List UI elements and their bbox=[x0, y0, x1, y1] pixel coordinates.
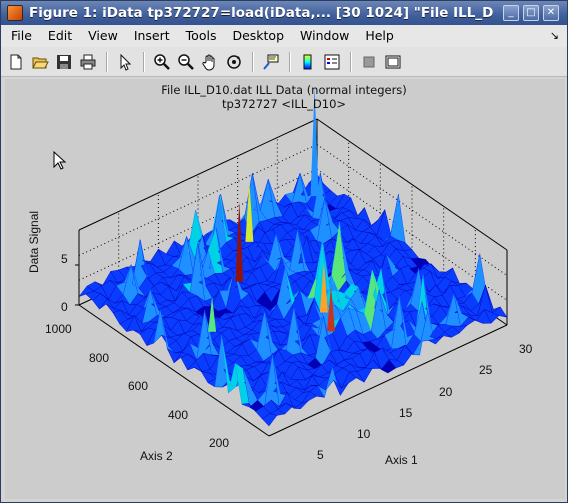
insert-colorbar-button[interactable] bbox=[297, 51, 319, 73]
folder-open-icon bbox=[32, 57, 49, 68]
window-title: Figure 1: iData tp372727=load(iData,... … bbox=[29, 5, 494, 21]
insert-legend-button[interactable] bbox=[321, 51, 343, 73]
arrow-pointer-icon bbox=[120, 53, 132, 71]
hide-plot-tools-button[interactable] bbox=[358, 51, 380, 73]
legend-icon bbox=[324, 54, 340, 69]
surface-spike bbox=[319, 262, 328, 313]
colorbar-icon bbox=[303, 54, 312, 69]
surface-patch bbox=[491, 306, 508, 318]
axis1-tick: 25 bbox=[479, 363, 493, 377]
close-button[interactable]: ✕ bbox=[543, 5, 559, 21]
minimize-icon: _ bbox=[508, 7, 514, 18]
axis2-tick: 800 bbox=[89, 351, 110, 365]
axis1-tick: 10 bbox=[357, 427, 371, 441]
data-cursor-icon bbox=[263, 54, 279, 70]
toolbar-separator bbox=[289, 51, 290, 72]
axis2-tick: 1000 bbox=[45, 322, 72, 336]
zoom-out-icon bbox=[178, 53, 194, 70]
hide-plot-tools-icon bbox=[363, 56, 375, 67]
menu-desktop[interactable]: Desktop bbox=[232, 28, 285, 43]
rotate-3d-button[interactable] bbox=[223, 51, 245, 73]
hand-icon bbox=[202, 54, 215, 71]
toolbar-separator bbox=[106, 51, 107, 72]
maximize-icon: □ bbox=[526, 7, 536, 18]
menu-insert[interactable]: Insert bbox=[133, 28, 170, 43]
axis2-tick: 400 bbox=[168, 408, 189, 422]
surface-plot[interactable] bbox=[1, 79, 567, 499]
data-cursor-button[interactable] bbox=[260, 51, 282, 73]
printer-icon bbox=[80, 54, 96, 69]
plot-title-line2: tp372727 <ILL_D10> bbox=[221, 97, 347, 111]
plot-title-line1: File ILL_D10.dat ILL Data (normal intege… bbox=[161, 83, 407, 97]
menu-view[interactable]: View bbox=[88, 28, 118, 43]
surface-spike bbox=[245, 181, 254, 242]
close-icon: ✕ bbox=[546, 7, 556, 18]
matlab-icon bbox=[7, 5, 23, 21]
zoom-out-button[interactable] bbox=[175, 51, 197, 73]
menu-file[interactable]: File bbox=[11, 28, 32, 43]
figure-toolbar bbox=[1, 47, 567, 77]
surface-spike bbox=[327, 286, 335, 332]
maximize-button[interactable]: □ bbox=[523, 5, 539, 21]
open-file-button[interactable] bbox=[29, 51, 51, 73]
menu-edit[interactable]: Edit bbox=[47, 28, 73, 43]
x-axis-label: Axis 1 bbox=[385, 453, 418, 467]
zoom-in-icon bbox=[154, 53, 170, 70]
menu-window[interactable]: Window bbox=[300, 28, 350, 43]
save-figure-button[interactable] bbox=[53, 51, 75, 73]
z-tick: 5 bbox=[61, 252, 68, 266]
axis1-tick: 20 bbox=[439, 385, 453, 399]
z-axis-label: Data Signal bbox=[27, 210, 41, 273]
new-file-icon bbox=[10, 54, 22, 69]
print-figure-button[interactable] bbox=[77, 51, 99, 73]
mouse-pointer-icon bbox=[53, 150, 67, 175]
menu-tools[interactable]: Tools bbox=[185, 28, 217, 43]
axis1-tick: 5 bbox=[317, 448, 324, 462]
surface-patch bbox=[390, 194, 406, 243]
show-plot-tools-button[interactable] bbox=[382, 51, 404, 73]
z-tick: 0 bbox=[61, 300, 68, 314]
dock-arrow-icon[interactable]: ↘ bbox=[549, 29, 559, 42]
edit-plot-button[interactable] bbox=[114, 51, 136, 73]
menu-bar: File Edit View Insert Tools Desktop Wind… bbox=[1, 25, 567, 47]
floppy-disk-icon bbox=[57, 54, 71, 69]
surface-spike bbox=[310, 86, 319, 197]
axis2-tick: 200 bbox=[209, 436, 230, 450]
pan-button[interactable] bbox=[199, 51, 221, 73]
title-bar[interactable]: Figure 1: iData tp372727=load(iData,... … bbox=[1, 1, 567, 25]
new-figure-button[interactable] bbox=[5, 51, 27, 73]
toolbar-separator bbox=[350, 51, 351, 72]
toolbar-separator bbox=[252, 51, 253, 72]
minimize-button[interactable]: _ bbox=[503, 5, 519, 21]
y-axis-label: Axis 2 bbox=[140, 449, 173, 463]
toolbar-separator bbox=[143, 51, 144, 72]
axis1-tick: 15 bbox=[399, 406, 413, 420]
rotate-3d-icon bbox=[227, 54, 241, 69]
show-plot-tools-icon bbox=[385, 55, 401, 68]
zoom-in-button[interactable] bbox=[151, 51, 173, 73]
axis1-tick: 30 bbox=[519, 342, 533, 356]
axis2-tick: 600 bbox=[128, 379, 149, 393]
menu-help[interactable]: Help bbox=[365, 28, 394, 43]
surface-spike bbox=[208, 296, 217, 332]
surface-spike bbox=[235, 201, 244, 282]
